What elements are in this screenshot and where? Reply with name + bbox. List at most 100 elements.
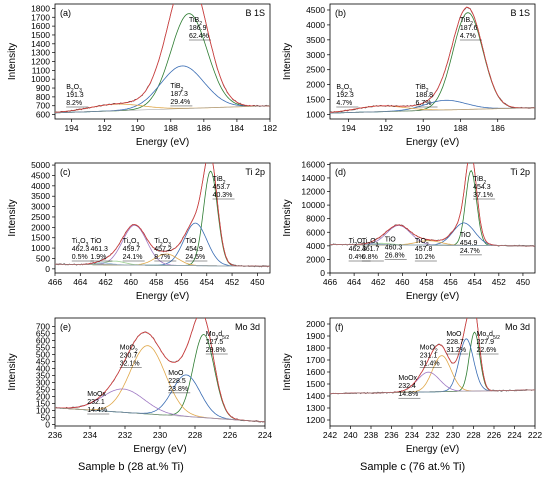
background-line: [55, 407, 265, 423]
y-tick-label: 8000: [306, 214, 325, 224]
y-tick-label: 6000: [306, 227, 325, 237]
y-tick-label: 2000: [306, 254, 325, 264]
peak-energy-label: 187.3: [170, 91, 188, 98]
y-tick-label: 4000: [306, 241, 325, 251]
x-tick-label: 460: [124, 277, 138, 287]
x-tick-label: 466: [323, 277, 337, 287]
peak-species-label: TiB2: [460, 17, 473, 27]
peak-species-label: MoO: [168, 370, 184, 377]
background-line: [55, 264, 270, 267]
peak-percent-label: 10.2%: [415, 254, 435, 261]
y-tick-label: 1300: [306, 403, 325, 413]
peak-percent-label: 29.8%: [206, 347, 226, 354]
y-tick-label: 2500: [31, 212, 50, 222]
y-tick-label: 1600: [306, 367, 325, 377]
x-tick-label: 458: [419, 277, 433, 287]
y-tick-label: 900: [36, 83, 50, 93]
peak-energy-label: 186.9: [189, 25, 207, 32]
x-tick-label: 464: [73, 277, 87, 287]
y-tick-label: 1800: [306, 343, 325, 353]
x-tick-label: 226: [487, 430, 501, 440]
peak-energy-label: 454.9: [460, 240, 478, 247]
x-tick-label: 192: [379, 123, 393, 133]
peak-species-label: MoOx: [398, 375, 417, 382]
x-tick-label: 458: [149, 277, 163, 287]
x-tick-label: 460: [395, 277, 409, 287]
y-tick-label: 150: [36, 399, 50, 409]
panel-label: (f): [335, 322, 344, 332]
fit-envelope: [330, 6, 535, 113]
peak-species-label: TiB2: [473, 176, 486, 186]
y-tick-label: 1700: [31, 12, 50, 22]
x-tick-label: 194: [342, 123, 356, 133]
y-tick-label: 1000: [31, 74, 50, 84]
x-tick-label: 224: [507, 430, 521, 440]
y-tick-label: 50: [41, 413, 51, 423]
x-axis-label: Energy (eV): [136, 137, 189, 148]
peak-energy-label: 227.9: [477, 339, 495, 346]
panel-label: (e): [60, 322, 71, 332]
y-axis-label: Intensity: [282, 353, 293, 390]
fit-envelope: [55, 318, 265, 423]
region-label: B 1S: [245, 8, 265, 18]
peak-species-label: TiB2: [213, 176, 226, 186]
x-tick-label: 190: [131, 123, 145, 133]
y-tick-label: 3500: [31, 191, 50, 201]
y-axis-label: Intensity: [7, 353, 18, 390]
y-tick-label: 16000: [301, 159, 325, 169]
peak-species-label: Mo3d5/2: [206, 331, 230, 341]
y-tick-label: 300: [36, 378, 50, 388]
peak-species-label: TiB2: [189, 17, 202, 27]
y-tick-label: 1300: [31, 48, 50, 58]
x-tick-label: 188: [453, 123, 467, 133]
x-tick-label: 182: [263, 123, 277, 133]
x-tick-label: 232: [118, 430, 132, 440]
x-tick-label: 240: [343, 430, 357, 440]
peak-percent-label: 40.3%: [213, 192, 233, 199]
peak-percent-label: 26.8%: [385, 252, 405, 259]
peak-species-label: MoO2: [420, 345, 438, 355]
y-tick-label: 500: [36, 253, 50, 263]
y-tick-label: 100: [36, 406, 50, 416]
background-line: [330, 389, 535, 394]
peak-energy-label: 462.3: [349, 246, 367, 253]
peak-energy-label: 462.3: [72, 246, 90, 253]
plot-frame: [54, 3, 271, 120]
peak-percent-label: 4.7%: [336, 100, 352, 107]
x-axis-label: Energy (eV): [133, 444, 186, 455]
footer-left: Sample b (28 at.% Ti): [78, 461, 184, 473]
peak-percent-label: 24.7%: [460, 248, 480, 255]
x-tick-label: 238: [364, 430, 378, 440]
fit-envelope: [55, 163, 270, 267]
peak-percent-label: 0.5%: [72, 254, 88, 261]
y-tick-label: 1900: [306, 331, 325, 341]
x-tick-label: 230: [446, 430, 460, 440]
peak-energy-label: 192.3: [336, 92, 354, 99]
y-tick-label: 10000: [301, 200, 325, 210]
peak-energy-label: 232.1: [87, 399, 105, 406]
peak-percent-label: 1.9%: [90, 254, 106, 261]
peak-species-label: TiO: [90, 238, 102, 245]
y-tick-label: 1200: [306, 415, 325, 425]
panel-label: (a): [60, 8, 71, 18]
x-tick-label: 242: [323, 430, 337, 440]
peak-energy-label: 457.2: [154, 246, 172, 253]
y-tick-label: 1800: [31, 3, 50, 13]
x-tick-label: 462: [98, 277, 112, 287]
y-tick-label: 1600: [31, 21, 50, 31]
peak-energy-label: 454.3: [473, 184, 491, 191]
